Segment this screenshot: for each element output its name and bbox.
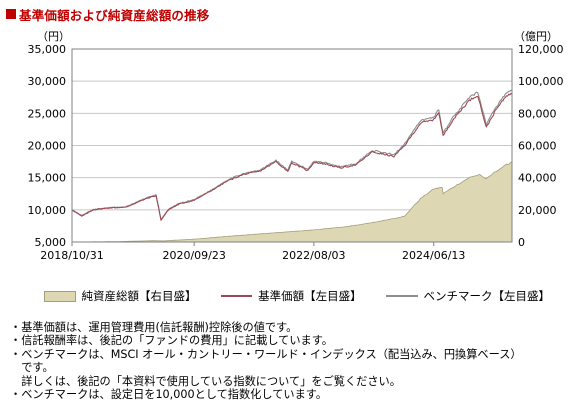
left-axis-unit: （円）	[37, 30, 70, 43]
legend-label-net-assets: 純資産総額【右目盛】	[81, 289, 197, 303]
plot-frame	[71, 48, 513, 243]
left-tick-label: 5,000	[35, 236, 67, 249]
title-square-icon	[6, 9, 16, 19]
tick-labels: 35,000 120,000 30,000 100,000 25,000 80,000 20…	[28, 43, 564, 262]
right-tick-label: 120,000	[518, 43, 564, 56]
left-tick-label: 35,000	[28, 43, 67, 56]
right-tick-label: 80,000	[518, 107, 557, 120]
chart-title: 基準価額および純資産総額の推移	[19, 7, 210, 23]
footnotes: ・基準価額は、運用管理費用(信託報酬)控除後の値です。 ・信託報酬率は、後記の「…	[10, 321, 576, 401]
chart-title-row: 基準価額および純資産総額の推移	[6, 5, 210, 23]
legend-swatch-benchmark	[386, 295, 418, 297]
legend-item-nav: 基準価額【左目盛】	[220, 288, 362, 304]
x-tick-label: 2024/06/13	[402, 249, 465, 262]
series-net-assets-area	[72, 160, 513, 243]
left-tick-label: 30,000	[28, 75, 67, 88]
footnote: 詳しくは、後記の「本資料で使用している指数について」をご覧ください。	[10, 374, 401, 388]
gridlines	[71, 80, 512, 246]
right-axis-unit: （億円）	[514, 30, 558, 43]
legend-item-benchmark: ベンチマーク【左目盛】	[386, 288, 551, 304]
left-tick-label: 10,000	[28, 204, 67, 217]
right-tick-label: 100,000	[518, 75, 564, 88]
right-tick-label: 0	[518, 236, 525, 249]
line-layer	[71, 89, 513, 221]
footnote: ・ベンチマークは、設定日を10,000として指数化しています。	[10, 388, 328, 402]
footnote: ・基準価額は、運用管理費用(信託報酬)控除後の値です。	[10, 321, 298, 334]
left-tick-label: 20,000	[28, 140, 67, 153]
x-tick-label: 2018/10/31	[40, 249, 103, 262]
x-tick-label: 2020/09/23	[162, 249, 225, 262]
x-tick-label: 2022/08/03	[282, 249, 345, 262]
legend-label-benchmark: ベンチマーク【左目盛】	[423, 289, 551, 303]
area-layer	[72, 160, 513, 243]
chart-canvas: 35,000 120,000 30,000 100,000 25,000 80,000 20…	[28, 30, 564, 262]
legend-label-nav: 基準価額【左目盛】	[258, 289, 362, 303]
left-tick-label: 25,000	[28, 107, 67, 120]
legend-item-net-assets: 純資産総額【右目盛】	[44, 288, 197, 304]
legend-swatch-net-assets	[44, 290, 76, 302]
footnote: ・ベンチマークは、MSCI オール・カントリー・ワールド・インデックス（配当込み…	[10, 347, 522, 361]
footnote: です。	[10, 361, 54, 375]
right-tick-label: 60,000	[518, 140, 557, 153]
footnote: ・信託報酬率は、後記の「ファンドの費用」に記載しています。	[10, 334, 333, 348]
legend-swatch-nav	[220, 295, 253, 297]
right-tick-label: 40,000	[518, 172, 557, 185]
left-tick-label: 15,000	[28, 172, 67, 185]
right-tick-label: 20,000	[518, 204, 557, 217]
chart-legend: 純資産総額【右目盛】 基準価額【左目盛】 ベンチマーク【左目盛】	[44, 288, 574, 304]
series-nav-line	[71, 92, 513, 221]
